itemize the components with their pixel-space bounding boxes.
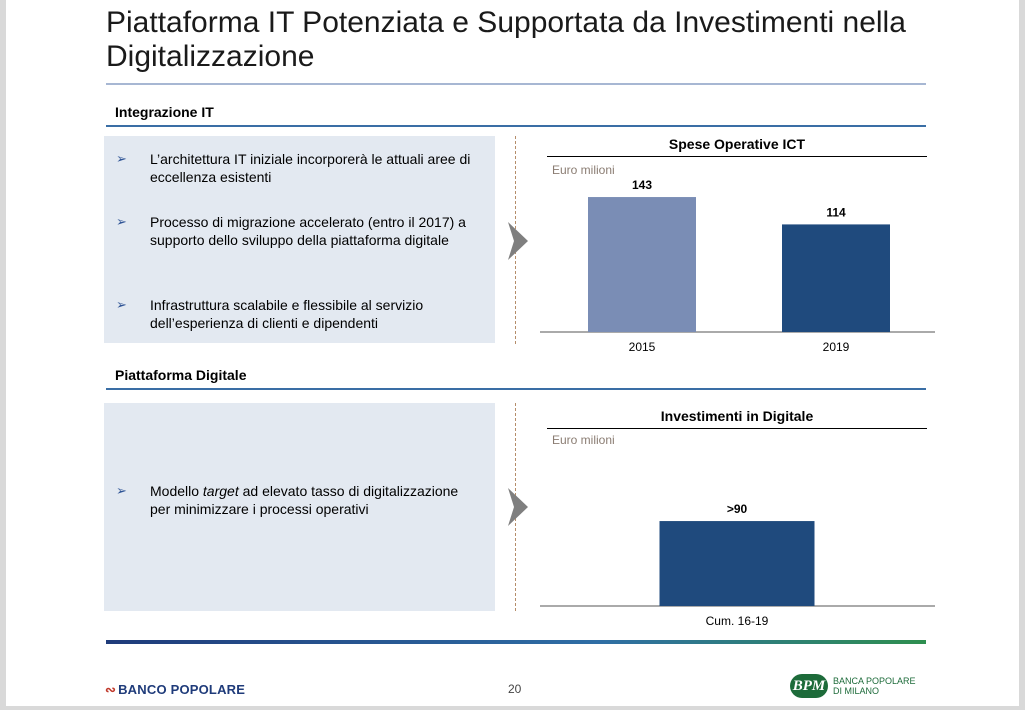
bullet-text: Infrastruttura scalabile e flessibile al… bbox=[150, 297, 424, 331]
chart-investimenti-digitale: >90 Cum. 16-19 bbox=[540, 502, 935, 628]
data-label: 114 bbox=[826, 205, 846, 219]
banco-popolare-logo-text: BANCO POPOLARE bbox=[118, 682, 246, 697]
chart-title: Spese Operative ICT bbox=[668, 136, 806, 152]
bpm-logo-text: BANCA POPOLARE DI MILANO bbox=[833, 676, 916, 696]
chart-title: Investimenti in Digitale bbox=[660, 408, 814, 424]
bullet-panel-digitale: ➢ Modello target ad elevato tasso di dig… bbox=[104, 403, 495, 611]
bullet-text: Processo di migrazione accelerato (entro… bbox=[150, 214, 466, 248]
arrow-bullet-icon: ➢ bbox=[116, 483, 127, 498]
section-divider bbox=[106, 388, 926, 390]
bullet-item: ➢ L’architettura IT iniziale incorporerà… bbox=[116, 150, 476, 186]
section-divider bbox=[106, 125, 926, 127]
bullet-panel-integrazione: ➢ L’architettura IT iniziale incorporerà… bbox=[104, 136, 495, 343]
chart-title-underline bbox=[547, 428, 927, 429]
window-frame-bottom bbox=[0, 706, 1025, 710]
footer-divider bbox=[106, 640, 926, 644]
bullet-item: ➢ Modello target ad elevato tasso di dig… bbox=[116, 482, 476, 518]
bullet-text: Modello target ad elevato tasso di digit… bbox=[150, 482, 476, 518]
bpm-logo-line: DI MILANO bbox=[833, 686, 880, 696]
bar bbox=[659, 521, 815, 606]
chart-unit-label: Euro milioni bbox=[552, 433, 615, 447]
arrow-bullet-icon: ➢ bbox=[116, 151, 127, 166]
window-frame-right bbox=[1019, 0, 1025, 710]
bullet-item: ➢ Processo di migrazione accelerato (ent… bbox=[116, 213, 476, 249]
bullet-text-italic: target bbox=[202, 483, 239, 499]
x-tick-label: 2015 bbox=[629, 340, 656, 354]
chevron-right-icon bbox=[508, 488, 528, 526]
slide-title: Piattaforma IT Potenziata e Supportata d… bbox=[106, 6, 906, 73]
section-heading-integrazione-it: Integrazione IT bbox=[115, 104, 214, 120]
bullet-text: L’architettura IT iniziale incorporerà l… bbox=[150, 151, 471, 185]
window-frame-left bbox=[0, 0, 6, 710]
x-tick-label: 2019 bbox=[823, 340, 850, 354]
arrow-bullet-icon: ➢ bbox=[116, 214, 127, 229]
banco-popolare-mark-icon: ∾ bbox=[105, 682, 117, 697]
bullet-text-part: ad elevato tasso di digitalizzazione per… bbox=[150, 483, 459, 517]
bpm-mark-icon: BPM bbox=[790, 674, 828, 698]
bullet-item: ➢ Infrastruttura scalabile e flessibile … bbox=[116, 296, 476, 332]
page-number: 20 bbox=[508, 682, 522, 696]
banco-popolare-logo: ∾ BANCO POPOLARE bbox=[105, 682, 245, 698]
bar bbox=[588, 197, 696, 332]
x-tick-label: Cum. 16-19 bbox=[706, 614, 769, 628]
chevron-right-icon bbox=[508, 222, 528, 260]
bar bbox=[782, 224, 890, 332]
chart-title-underline bbox=[547, 156, 927, 157]
bullet-text-part: Modello bbox=[150, 483, 203, 499]
data-label: 143 bbox=[632, 178, 652, 192]
section-heading-piattaforma-digitale: Piattaforma Digitale bbox=[115, 367, 247, 383]
bpm-logo-line: BANCA POPOLARE bbox=[833, 676, 916, 686]
title-divider bbox=[106, 83, 926, 85]
chart-spese-operative-ict: 143 2015 114 2019 bbox=[540, 178, 935, 354]
bpm-logo: BPM BANCA POPOLARE DI MILANO bbox=[790, 674, 916, 698]
arrow-bullet-icon: ➢ bbox=[116, 297, 127, 312]
chart-unit-label: Euro milioni bbox=[552, 163, 615, 177]
data-label: >90 bbox=[727, 502, 748, 516]
